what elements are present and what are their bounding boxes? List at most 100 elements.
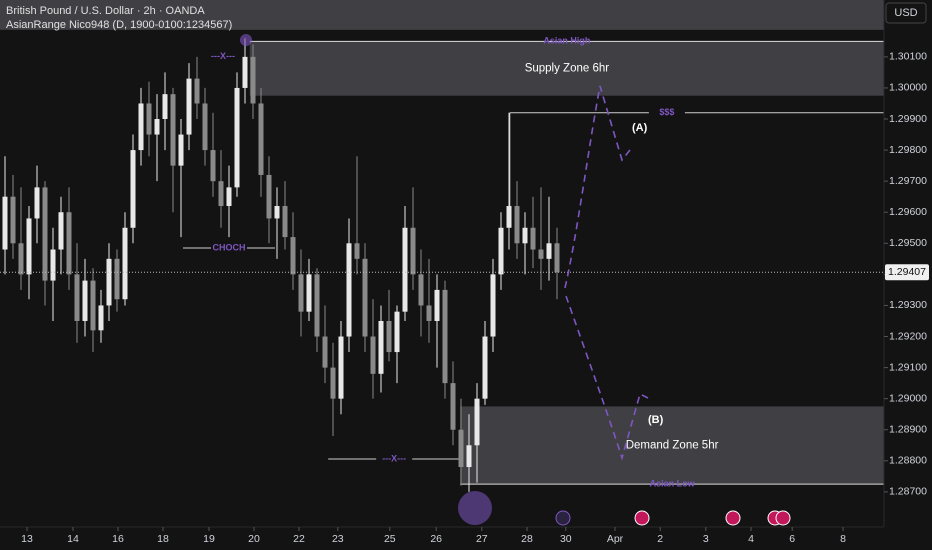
candle-body	[130, 150, 136, 228]
level-label: ---X---	[211, 51, 235, 61]
price-label-bg	[885, 264, 929, 281]
x-tick-label: Apr	[607, 533, 624, 545]
candle-body	[362, 258, 368, 337]
x-tick-label: 13	[21, 533, 33, 545]
candle-body	[42, 187, 48, 281]
candle-body	[242, 56, 248, 88]
zone	[0, 0, 884, 30]
event-icon[interactable]	[555, 510, 571, 526]
candle-body	[314, 274, 320, 337]
zone-edge-label: Asian High	[543, 36, 590, 46]
currency-button-label: USD	[894, 7, 917, 19]
zone	[249, 41, 885, 96]
y-tick-label: 1.29800	[889, 144, 927, 156]
candle-body	[554, 243, 560, 273]
x-tick-label: 26	[430, 533, 442, 545]
candle-body	[410, 227, 416, 275]
scenario-label: (B)	[648, 414, 664, 426]
marker	[458, 491, 492, 525]
candle-body	[538, 249, 544, 259]
candle-body	[82, 280, 88, 321]
candle-body	[546, 243, 552, 259]
x-tick-label: 25	[384, 533, 396, 545]
candle-body	[490, 274, 496, 337]
candle-body	[466, 445, 472, 468]
candles	[0, 38, 884, 492]
candle-body	[418, 274, 424, 306]
price-label: 1.29407	[888, 266, 926, 278]
zone-label: Demand Zone 5hr	[626, 439, 719, 451]
candle-body	[226, 187, 232, 207]
candle-body	[234, 87, 240, 188]
level-label-bg	[376, 453, 413, 464]
candle-body	[74, 274, 80, 321]
level-label-bg	[205, 51, 241, 62]
candle-body	[458, 429, 464, 468]
x-tick-label: 30	[560, 533, 572, 545]
candle-body	[346, 243, 352, 337]
event-icon[interactable]	[775, 510, 791, 526]
zone-label: Supply Zone 6hr	[525, 63, 610, 75]
levels: $$$ CHOCH ---X--- ---X---	[183, 51, 884, 464]
zones: Supply Zone 6hr Asian High Demand Zone 5hr…	[0, 0, 885, 488]
x-tick-label: 28	[521, 533, 533, 545]
candle-body	[146, 103, 152, 135]
candle-body	[514, 206, 520, 244]
y-tick-label: 1.28900	[889, 424, 927, 436]
x-tick-label: 22	[293, 533, 305, 545]
candle-body	[298, 274, 304, 312]
candle-body	[50, 249, 56, 281]
candle-body	[306, 274, 312, 312]
x-tick-label: 20	[248, 533, 260, 545]
event-icon[interactable]	[725, 510, 741, 526]
axes: 1.28700 1.28800 1.28900 1.29000 1.29100 1.292…	[21, 51, 929, 545]
candle-body	[122, 227, 128, 300]
event-icon[interactable]	[634, 510, 650, 526]
projection-b	[565, 295, 649, 461]
x-tick-label: 4	[748, 533, 754, 545]
y-tick-label: 1.28700	[889, 486, 927, 498]
candle-body	[250, 56, 256, 104]
x-tick-label: 18	[157, 533, 169, 545]
zone-edge-label: Asian Low	[650, 478, 696, 488]
candle-body	[402, 227, 408, 312]
y-tick-label: 1.29600	[889, 206, 927, 218]
level-label: ---X---	[382, 453, 406, 463]
candle-body	[370, 336, 376, 374]
y-tick-label: 1.29700	[889, 175, 927, 187]
candle-body	[26, 218, 32, 275]
candle-body	[450, 383, 456, 430]
candle-body	[114, 258, 120, 300]
x-tick-label: 3	[703, 533, 709, 545]
candle-body	[138, 103, 144, 151]
candle-body	[386, 320, 392, 353]
candle-body	[106, 258, 112, 306]
candle-body	[258, 103, 264, 175]
candle-body	[34, 187, 40, 219]
level-label-bg	[648, 107, 685, 118]
candle-body	[282, 206, 288, 238]
candle-body	[426, 305, 432, 321]
candle-body	[194, 78, 200, 104]
x-tick-label: 19	[203, 533, 215, 545]
candle-body	[290, 237, 296, 275]
candle-body	[98, 305, 104, 331]
candle-body	[442, 289, 448, 384]
y-tick-label: 1.28800	[889, 455, 927, 467]
candle-body	[10, 196, 16, 244]
candle-body	[2, 196, 8, 250]
x-tick-label: 14	[67, 533, 79, 545]
candle-body	[322, 336, 328, 368]
y-tick-label: 1.29100	[889, 361, 927, 373]
chart-title: British Pound / U.S. Dollar · 2h · OANDA	[6, 5, 205, 17]
x-tick-label: 8	[840, 533, 846, 545]
level-label-bg	[211, 242, 247, 253]
currency-button[interactable]	[885, 2, 927, 24]
candle-body	[434, 289, 440, 321]
candle-body	[170, 94, 176, 166]
candle-body	[530, 227, 536, 250]
y-tick-label: 1.29200	[889, 330, 927, 342]
projection-a	[564, 85, 631, 289]
event-icons	[555, 510, 791, 526]
candle-body	[330, 367, 336, 399]
